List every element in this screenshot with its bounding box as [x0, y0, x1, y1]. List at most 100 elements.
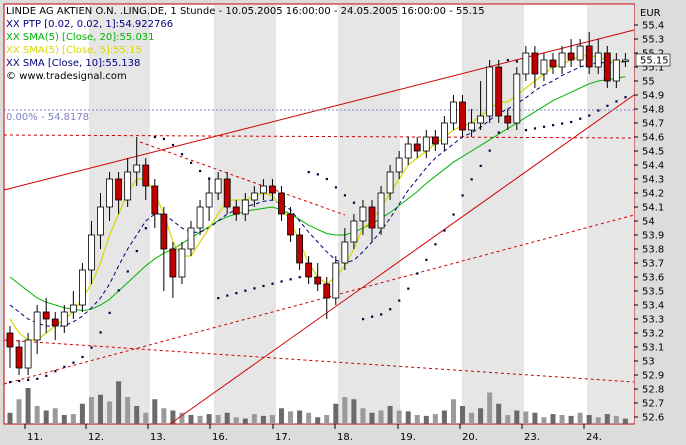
candle-body[interactable]: [459, 101, 466, 131]
candle-body[interactable]: [151, 185, 159, 215]
y-tick-label: 54.9: [642, 91, 664, 102]
candle-body[interactable]: [612, 59, 620, 82]
candle-body[interactable]: [278, 192, 285, 215]
candle-body[interactable]: [495, 66, 503, 117]
candle-body[interactable]: [160, 213, 168, 250]
candle-body[interactable]: [6, 332, 14, 348]
sar-dot: [524, 129, 528, 132]
candle-body[interactable]: [332, 262, 340, 299]
candle-body[interactable]: [142, 164, 150, 187]
sar-dot: [352, 201, 356, 204]
candle-body[interactable]: [223, 178, 231, 208]
volume-bar: [478, 408, 484, 424]
candle-body[interactable]: [377, 192, 385, 229]
candle-body[interactable]: [241, 199, 249, 215]
candle-body[interactable]: [106, 178, 113, 208]
sar-dot: [45, 374, 48, 377]
candle-body[interactable]: [79, 269, 86, 306]
candle-body[interactable]: [214, 178, 222, 194]
x-tick-label: 20.: [462, 432, 478, 443]
sar-dot: [488, 149, 491, 152]
candle-body[interactable]: [33, 311, 41, 341]
candle-body[interactable]: [259, 185, 267, 194]
y-tick-label: 53.4: [642, 301, 664, 312]
copyright-icon: ©: [6, 71, 16, 82]
candle-body[interactable]: [522, 52, 530, 75]
x-tick-label: 16.: [212, 432, 228, 443]
candle-body[interactable]: [585, 45, 593, 68]
candle-body[interactable]: [69, 304, 77, 313]
candle-body[interactable]: [60, 311, 68, 327]
candle-body[interactable]: [314, 276, 322, 285]
candle-body[interactable]: [504, 115, 512, 124]
candle-body[interactable]: [594, 52, 602, 68]
candle-body[interactable]: [250, 192, 258, 201]
volume-bar: [324, 415, 330, 424]
y-tick-label: 54.2: [642, 189, 664, 200]
candle-body[interactable]: [51, 318, 59, 327]
candle-body[interactable]: [468, 122, 475, 131]
candle-body[interactable]: [603, 52, 611, 82]
candle-body[interactable]: [440, 122, 448, 145]
candle-body[interactable]: [513, 73, 521, 124]
candle-body[interactable]: [97, 206, 104, 236]
candle-body[interactable]: [341, 241, 349, 264]
candle-body[interactable]: [431, 136, 439, 145]
candle-body[interactable]: [576, 45, 584, 61]
y-tick-label: 52.6: [642, 413, 664, 424]
candle-body[interactable]: [368, 206, 376, 229]
candle-body[interactable]: [413, 143, 421, 152]
sar-dot: [199, 169, 202, 173]
candle-body[interactable]: [486, 66, 494, 117]
candle-body[interactable]: [567, 52, 575, 61]
sar-dot: [343, 194, 347, 197]
candle-body[interactable]: [196, 206, 204, 229]
rising-dashed-line: [3, 214, 635, 385]
candle-body[interactable]: [622, 59, 629, 62]
candle-body[interactable]: [404, 143, 412, 159]
candle-body[interactable]: [386, 171, 394, 194]
y-tick-label: 55.3: [642, 35, 664, 46]
volume-bar: [523, 411, 529, 424]
candle-body[interactable]: [287, 213, 294, 236]
candle-body[interactable]: [169, 248, 177, 278]
sar-dot: [307, 171, 310, 174]
candle-body[interactable]: [395, 157, 403, 173]
candle-body[interactable]: [323, 283, 331, 299]
candle-body[interactable]: [15, 346, 23, 369]
candle-body[interactable]: [42, 311, 50, 320]
candle-body[interactable]: [296, 234, 304, 264]
candle-body[interactable]: [88, 234, 95, 271]
candle-body[interactable]: [450, 101, 457, 124]
candle-body[interactable]: [269, 185, 276, 194]
candle-body[interactable]: [477, 115, 485, 124]
y-tick-label: 54.5: [642, 147, 664, 158]
candle-body[interactable]: [124, 171, 132, 201]
sar-dot: [126, 270, 129, 273]
candle-body[interactable]: [305, 262, 313, 278]
volume-bar: [52, 408, 58, 424]
candle-body[interactable]: [359, 206, 367, 222]
candle-body[interactable]: [24, 339, 32, 369]
candle-body[interactable]: [187, 227, 195, 250]
candle-body[interactable]: [232, 206, 240, 215]
y-tick-label: 54.7: [642, 119, 664, 130]
candle-body[interactable]: [115, 178, 122, 201]
candle-body[interactable]: [531, 52, 539, 75]
volume-bar: [197, 415, 203, 424]
y-tick-label: 54.1: [642, 203, 664, 214]
candle-body[interactable]: [558, 52, 566, 68]
x-tick-label: 17.: [275, 432, 291, 443]
volume-bar: [441, 410, 447, 424]
candle-body[interactable]: [350, 220, 358, 243]
candle-body[interactable]: [540, 59, 548, 75]
sar-dot: [570, 120, 573, 124]
candle-body[interactable]: [422, 136, 430, 152]
chart-title: LINDE AG AKTIEN O.N. .LING.DE, 1 Stunde …: [6, 6, 485, 17]
candle-body[interactable]: [178, 248, 186, 278]
y-tick-label: 54.4: [642, 161, 664, 172]
candle-body[interactable]: [549, 59, 557, 68]
candle-body[interactable]: [205, 192, 213, 208]
candle-body[interactable]: [133, 164, 141, 173]
